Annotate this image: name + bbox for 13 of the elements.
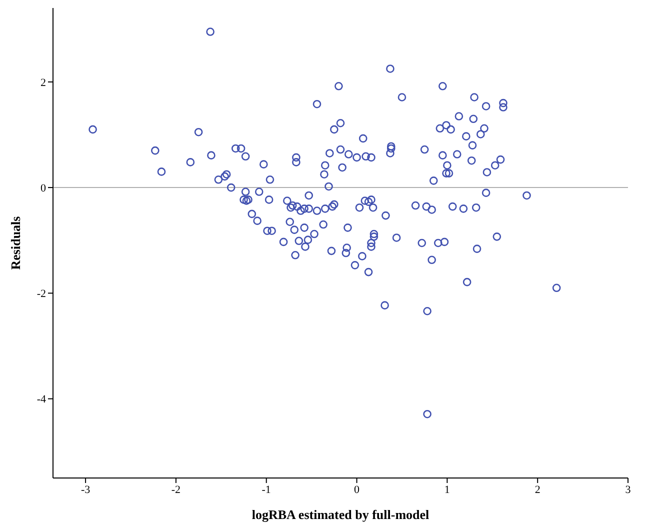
x-tick-label: 1 xyxy=(444,484,450,496)
x-tick-label: -3 xyxy=(80,484,91,496)
y-tick-label: 2 xyxy=(40,76,46,89)
y-tick-label: -4 xyxy=(36,394,46,406)
x-tick-label: -2 xyxy=(171,484,181,496)
y-tick-label: 0 xyxy=(40,182,46,194)
x-tick-label: 2 xyxy=(534,484,540,496)
x-tick-label: 0 xyxy=(354,484,360,496)
x-tick-label: -1 xyxy=(262,484,271,496)
x-tick-label: 3 xyxy=(625,484,632,496)
x-axis-title: logRBA estimated by full-model xyxy=(252,507,430,522)
y-axis-title: Residuals xyxy=(8,216,23,270)
y-tick-label: -2 xyxy=(36,288,46,300)
